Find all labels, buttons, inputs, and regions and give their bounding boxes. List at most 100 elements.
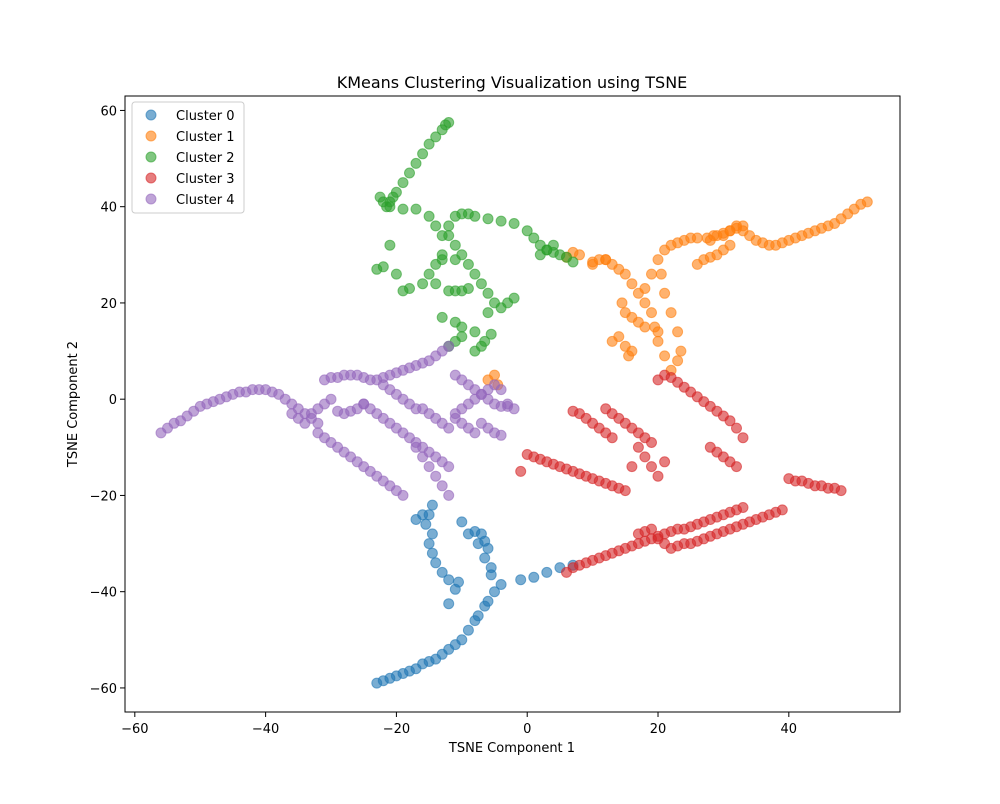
data-point [443, 574, 455, 586]
data-point [587, 256, 599, 268]
data-point [423, 138, 435, 150]
y-tick-label: 0 [109, 393, 117, 408]
data-point [420, 518, 432, 530]
data-point [430, 131, 442, 143]
data-point [397, 489, 409, 501]
data-point [410, 203, 422, 215]
data-point [430, 470, 442, 482]
x-tick-label: −40 [252, 722, 279, 737]
data-point [646, 268, 657, 280]
data-point [632, 441, 644, 453]
data-point [652, 254, 664, 266]
data-point [623, 350, 635, 362]
data-point [482, 213, 494, 225]
data-point [665, 307, 677, 319]
data-point [436, 566, 448, 578]
data-point [646, 461, 657, 473]
x-tick-label: −60 [121, 722, 148, 737]
y-axis-label: TSNE Component 2 [66, 341, 81, 468]
data-point [453, 576, 464, 588]
data-point [426, 528, 438, 540]
data-point [449, 239, 461, 251]
data-point [410, 441, 422, 453]
data-point [390, 268, 402, 280]
data-point [430, 653, 442, 665]
data-point [619, 485, 631, 497]
y-tick-label: −20 [90, 489, 117, 504]
data-point [724, 239, 736, 251]
data-point [632, 287, 644, 299]
data-point [724, 415, 736, 427]
chart-title: KMeans Clustering Visualization using TS… [337, 73, 688, 92]
legend-marker [145, 151, 157, 163]
data-point [384, 201, 396, 213]
data-point [479, 552, 491, 564]
data-point [776, 504, 788, 516]
data-point [646, 437, 657, 448]
data-point [358, 398, 370, 410]
data-point [377, 675, 389, 687]
data-point [672, 326, 684, 338]
data-point [469, 268, 481, 280]
data-point [404, 167, 415, 179]
data-point [495, 384, 507, 396]
x-axis-label: TSNE Component 1 [448, 741, 575, 756]
data-points [155, 117, 873, 689]
data-point [371, 263, 383, 275]
data-point [521, 225, 533, 237]
data-point [737, 432, 749, 444]
data-point [691, 232, 703, 244]
data-point [541, 566, 553, 578]
legend-label: Cluster 3 [176, 172, 235, 187]
data-point [659, 244, 671, 256]
data-point [508, 218, 520, 229]
data-point [639, 321, 651, 333]
data-point [482, 287, 494, 299]
data-point [547, 239, 559, 251]
data-point [515, 574, 527, 586]
data-point [626, 278, 638, 290]
data-point [489, 586, 500, 598]
data-point [659, 456, 671, 468]
data-point [426, 547, 438, 559]
data-point [299, 417, 311, 429]
data-point [397, 177, 409, 189]
y-tick-label: −60 [90, 682, 117, 697]
y-tick-label: 40 [100, 201, 117, 216]
data-point [449, 254, 461, 266]
legend-label: Cluster 2 [176, 151, 235, 166]
data-point [417, 278, 429, 290]
data-point [616, 297, 628, 309]
legend-label: Cluster 1 [176, 130, 235, 145]
y-axis: −60 −40 −20 0 20 40 60 [90, 104, 125, 697]
data-point [436, 254, 448, 266]
data-point [655, 268, 667, 280]
data-point [456, 516, 468, 528]
data-point [479, 335, 491, 347]
data-point [675, 345, 687, 357]
data-point [443, 340, 455, 352]
data-point [430, 278, 442, 290]
data-point [443, 489, 455, 501]
data-point [469, 615, 481, 627]
data-point [646, 523, 657, 535]
data-point [312, 417, 324, 429]
data-point [652, 335, 664, 347]
legend-marker [145, 172, 157, 184]
data-point [384, 239, 396, 251]
legend: Cluster 0 Cluster 1 Cluster 2 Cluster 3 Clus… [131, 101, 245, 214]
data-point [443, 643, 455, 655]
data-point [482, 542, 494, 554]
x-tick-label: 40 [781, 722, 798, 737]
y-tick-label: 60 [100, 104, 117, 119]
data-point [443, 598, 455, 610]
data-point [606, 335, 618, 347]
data-point [462, 258, 474, 270]
series-1 [482, 196, 873, 391]
data-point [646, 307, 657, 319]
data-point [390, 670, 402, 682]
legend-label: Cluster 4 [176, 193, 235, 208]
data-point [397, 203, 409, 215]
x-tick-label: −20 [383, 722, 410, 737]
data-point [462, 283, 474, 294]
